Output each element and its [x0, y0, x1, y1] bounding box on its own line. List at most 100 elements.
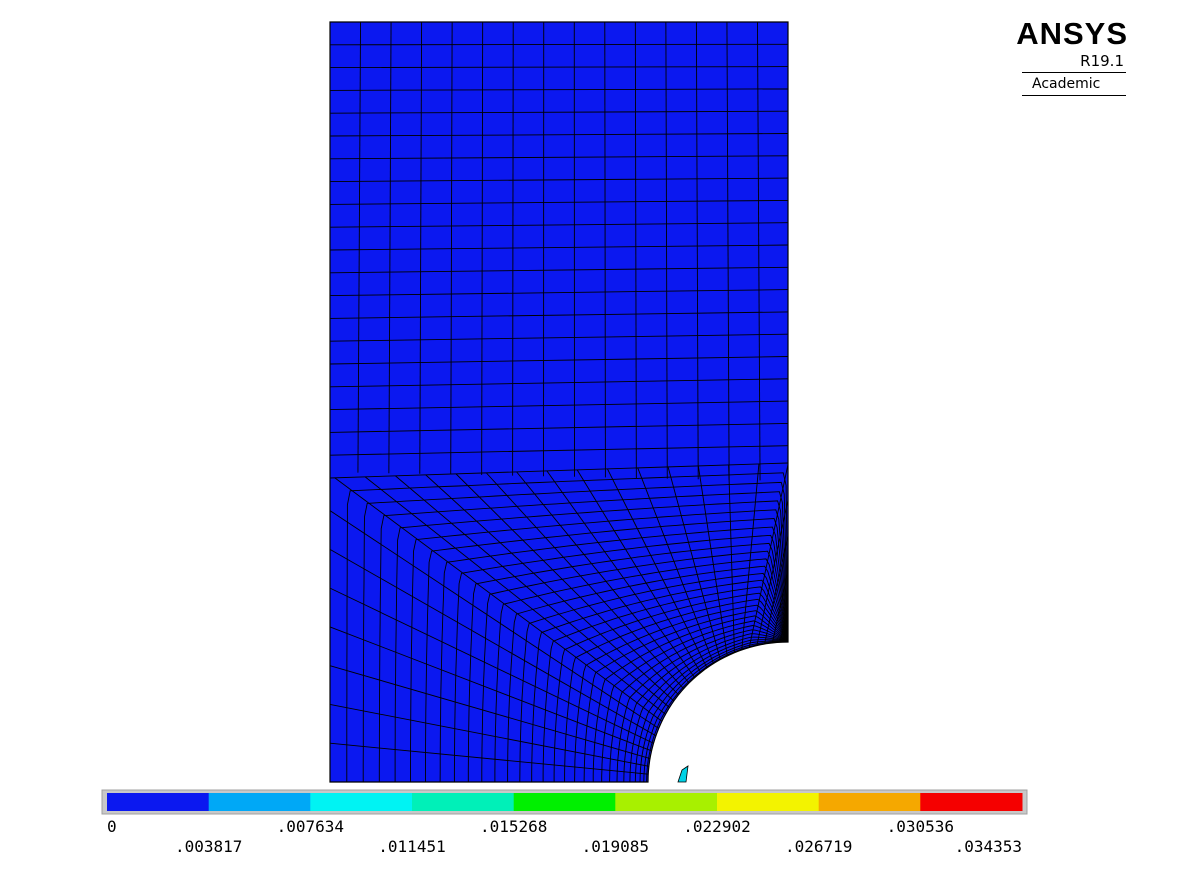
legend-label: .019085	[582, 837, 649, 856]
logo-edition: Academic	[1016, 72, 1128, 96]
mesh-line-radial	[364, 476, 666, 715]
mesh-line-ring	[646, 641, 788, 783]
legend-label: .015268	[480, 817, 547, 836]
mesh-line-ring	[346, 472, 789, 782]
mesh-line-radial	[329, 665, 651, 759]
mesh-line-horizontal	[329, 400, 789, 411]
mesh-line-ring	[519, 572, 789, 783]
mesh-line-radial	[637, 467, 714, 664]
mesh-line-horizontal	[329, 155, 789, 160]
mesh-line-ring	[394, 500, 789, 782]
mesh-line-ring	[410, 509, 789, 782]
mesh-line-ring	[574, 604, 789, 783]
mesh-line-ring	[531, 579, 789, 782]
mesh-line-ring	[481, 550, 789, 782]
mesh-line-ring	[453, 534, 789, 782]
mesh-line-ring	[601, 620, 789, 782]
mesh-line-horizontal	[329, 88, 789, 91]
mesh-line-radial	[728, 464, 735, 653]
legend-value-labels: 0 .003817 .007634 .011451 .015268 .019085 .022…	[107, 817, 1022, 856]
mesh-line-ring	[609, 625, 789, 783]
mesh-line-horizontal	[329, 133, 789, 137]
mesh-line-radial	[748, 464, 789, 648]
legend-swatch	[717, 793, 820, 811]
mesh-line-horizontal	[329, 177, 789, 183]
mesh-line-radial	[576, 469, 702, 673]
mesh-line-ring	[592, 615, 789, 782]
mesh-line-horizontal	[329, 199, 789, 205]
mesh-line-radial	[607, 468, 708, 669]
mesh-line-ring	[634, 639, 789, 783]
legend-swatch	[107, 793, 210, 811]
mesh-line-radial	[329, 510, 659, 729]
legend-swatch	[615, 793, 718, 811]
mesh-line-ring	[629, 636, 789, 783]
legend-label: .030536	[887, 817, 954, 836]
logo-name: ANSYS	[1016, 16, 1128, 51]
mesh-line-vertical	[388, 21, 392, 474]
mesh-line-vertical	[450, 21, 453, 475]
legend-label: .022902	[683, 817, 750, 836]
mesh-line-vertical	[512, 21, 514, 476]
legend-label: .034353	[955, 837, 1022, 856]
mesh-line-ring	[378, 491, 789, 782]
mesh-line-ring	[542, 586, 789, 782]
mesh-line-vertical	[604, 21, 606, 478]
mesh-line-vertical	[634, 21, 637, 479]
mesh-line-ring	[639, 640, 789, 783]
legend-label: .011451	[378, 837, 445, 856]
mesh-line-ring	[494, 558, 789, 782]
mesh-line-horizontal	[329, 333, 789, 342]
mesh-line-ring	[553, 592, 789, 782]
mesh-line-horizontal	[329, 244, 789, 251]
mesh-line-radial	[516, 471, 690, 684]
legend-swatch	[920, 793, 1023, 811]
mesh-line-horizontal	[329, 422, 789, 433]
mesh-line-vertical	[726, 21, 730, 480]
mesh-line-vertical	[757, 21, 761, 481]
mesh-line-ring	[439, 526, 789, 783]
mesh-line-ring	[564, 598, 789, 782]
mesh-line-ring	[425, 518, 789, 782]
mesh-line-radial	[741, 463, 760, 650]
mesh-line-horizontal	[329, 311, 789, 319]
mesh-line-radial	[546, 470, 696, 678]
mesh-seam-line	[329, 462, 789, 479]
mesh-line-horizontal	[329, 445, 789, 456]
mesh-line-ring	[583, 610, 789, 783]
mesh-line-ring	[616, 629, 789, 783]
legend-swatch	[208, 793, 311, 811]
mesh-line-ring	[362, 481, 789, 782]
contour-legend: 0 .003817 .007634 .011451 .015268 .019085 .022…	[101, 789, 1028, 856]
mesh-line-horizontal	[329, 289, 789, 297]
mesh-line-horizontal	[329, 110, 789, 114]
mesh-line-vertical	[357, 21, 361, 473]
mesh-line-ring	[507, 565, 789, 782]
mesh-line-radial	[455, 473, 679, 696]
mesh-line-radial	[697, 465, 728, 656]
mesh-line-radial	[329, 742, 649, 775]
mesh-line-ring	[623, 633, 789, 783]
ansys-logo: ANSYS R19.1 Academic	[1016, 16, 1128, 96]
mesh-line-horizontal	[329, 66, 789, 69]
fe-mesh-model	[329, 21, 789, 783]
mesh-line-ring	[467, 542, 789, 782]
mesh-line-horizontal	[329, 266, 789, 274]
legend-swatch	[818, 793, 921, 811]
mesh-line-radial	[425, 474, 675, 702]
legend-swatch	[310, 793, 413, 811]
mesh-line-horizontal	[329, 222, 789, 228]
mesh-line-radial	[395, 475, 670, 708]
mesh-line-radial	[334, 477, 663, 722]
mesh-line-horizontal	[329, 356, 789, 365]
stress-hotspot	[677, 765, 689, 783]
mesh-line-vertical	[419, 21, 423, 474]
legend-label: .003817	[175, 837, 242, 856]
mesh-line-horizontal	[329, 43, 789, 46]
mesh-line-radial	[485, 472, 684, 690]
mesh-line-radial	[329, 587, 654, 744]
legend-label: .026719	[785, 837, 852, 856]
legend-color-bar	[107, 793, 1023, 811]
legend-label: 0	[107, 817, 117, 836]
